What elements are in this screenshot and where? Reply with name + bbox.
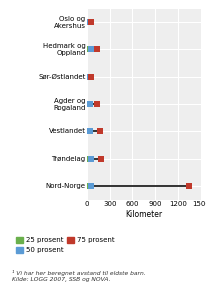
Legend: 25 prosent, 50 prosent, 75 prosent: 25 prosent, 50 prosent, 75 prosent: [16, 237, 114, 253]
X-axis label: Kilometer: Kilometer: [125, 210, 162, 219]
Text: ¹ Vi har her beregnet avstand til eldste barn.
Kilde: LOGG 2007, SSB og NOVA.: ¹ Vi har her beregnet avstand til eldste…: [12, 270, 145, 282]
